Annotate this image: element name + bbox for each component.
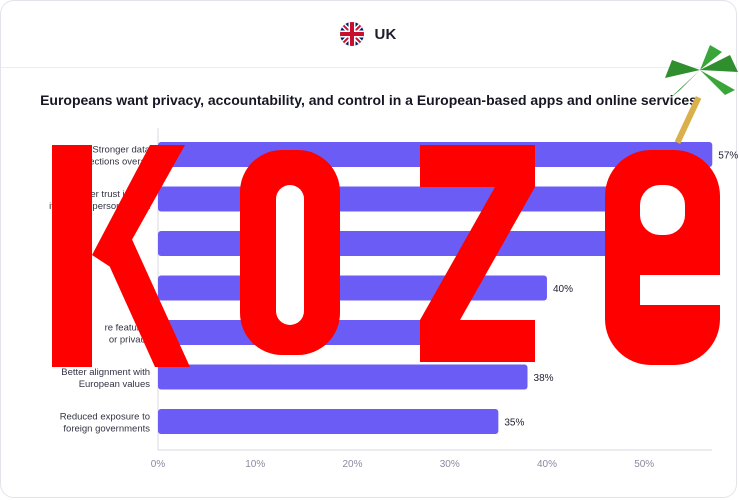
category-label: protections overall <box>73 157 150 168</box>
bar <box>158 364 528 390</box>
x-tick-label: 20% <box>342 459 362 470</box>
country-header: UK <box>1 1 736 68</box>
bar <box>158 409 499 434</box>
category-label: European values <box>79 379 151 390</box>
category-label: Greater trust in how <box>67 189 151 200</box>
uk-flag-icon <box>340 22 365 46</box>
bar-value-label: 54% <box>689 195 709 206</box>
category-label: Reduced exposure to <box>60 412 150 423</box>
bar <box>158 231 616 256</box>
category-label: it handles personal data <box>49 201 151 212</box>
bar-value-label: 35% <box>504 418 524 429</box>
x-tick-label: 0% <box>151 459 166 470</box>
bar-value-label: 36% <box>514 329 534 340</box>
chart-title: Europeans want privacy, accountability, … <box>40 92 697 108</box>
category-label: Stronger data <box>92 145 150 156</box>
bar <box>158 186 684 212</box>
bar <box>158 142 713 167</box>
category-label: re features <box>105 323 151 334</box>
bar-value-label: 38% <box>534 373 554 384</box>
bar <box>158 320 509 345</box>
x-tick-label: 30% <box>440 459 460 470</box>
bar-value-label: 57% <box>718 151 738 162</box>
category-label: Su <box>138 284 150 295</box>
country-label: UK <box>374 25 397 43</box>
x-tick-label: 50% <box>634 459 654 470</box>
category-label: Better alignment with <box>61 367 150 378</box>
bar <box>158 275 547 301</box>
x-tick-label: 40% <box>537 459 557 470</box>
x-tick-label: 10% <box>245 459 265 470</box>
category-label: foreign governments <box>63 424 150 435</box>
bar-value-label: 40% <box>553 284 573 295</box>
category-label: or privacy <box>109 335 150 346</box>
bar-value-label: 47% <box>621 240 641 251</box>
